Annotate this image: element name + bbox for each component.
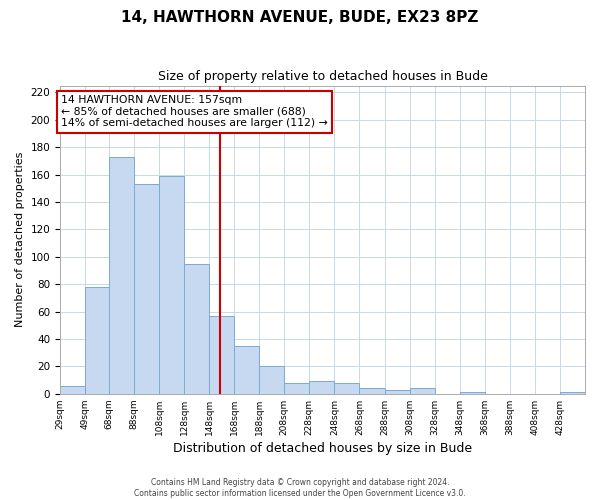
Bar [334,383,359,394]
Bar [359,388,385,394]
Bar [60,386,85,394]
Bar [234,346,259,394]
Bar [209,316,234,394]
X-axis label: Distribution of detached houses by size in Bude: Distribution of detached houses by size … [173,442,472,455]
Bar [560,392,585,394]
Bar [385,390,410,394]
Bar [85,287,109,394]
Bar [310,382,334,394]
Text: 14 HAWTHORN AVENUE: 157sqm
← 85% of detached houses are smaller (688)
14% of sem: 14 HAWTHORN AVENUE: 157sqm ← 85% of deta… [61,95,328,128]
Text: Contains HM Land Registry data © Crown copyright and database right 2024.
Contai: Contains HM Land Registry data © Crown c… [134,478,466,498]
Bar [460,392,485,394]
Y-axis label: Number of detached properties: Number of detached properties [15,152,25,328]
Bar [159,176,184,394]
Bar [410,388,434,394]
Bar [184,264,209,394]
Text: 14, HAWTHORN AVENUE, BUDE, EX23 8PZ: 14, HAWTHORN AVENUE, BUDE, EX23 8PZ [121,10,479,25]
Bar [284,383,310,394]
Title: Size of property relative to detached houses in Bude: Size of property relative to detached ho… [158,70,487,83]
Bar [109,157,134,394]
Bar [259,366,284,394]
Bar [134,184,159,394]
